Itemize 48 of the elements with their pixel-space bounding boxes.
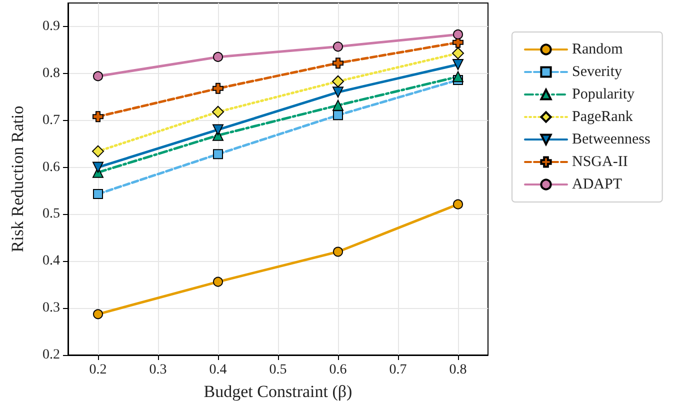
point bbox=[212, 82, 224, 94]
x-tick-label: 0.8 bbox=[449, 362, 467, 378]
y-axis-title: Risk Reduction Ratio bbox=[8, 106, 27, 252]
legend-label: Severity bbox=[572, 64, 622, 80]
legend-label: Betweenness bbox=[572, 132, 650, 148]
point bbox=[93, 71, 103, 82]
point bbox=[213, 52, 223, 62]
x-axis-title: Budget Constraint (β) bbox=[204, 382, 352, 401]
x-tick-label: 0.2 bbox=[89, 362, 107, 378]
point bbox=[212, 106, 224, 118]
x-tick-label: 0.6 bbox=[329, 362, 347, 378]
point bbox=[452, 71, 464, 82]
point bbox=[452, 58, 464, 70]
point bbox=[453, 199, 463, 210]
x-tick-label: 0.4 bbox=[209, 362, 227, 378]
point bbox=[452, 47, 464, 60]
y-tick-label: 0.8 bbox=[42, 66, 60, 81]
point bbox=[453, 29, 463, 40]
y-tick-label: 0.9 bbox=[42, 18, 60, 34]
legend-label: Random bbox=[572, 42, 624, 58]
legend-label: Popularity bbox=[572, 86, 635, 102]
point bbox=[92, 145, 104, 158]
point bbox=[332, 86, 344, 98]
y-tick-label: 0.7 bbox=[42, 112, 60, 128]
y-tick-label: 0.6 bbox=[42, 160, 60, 175]
point bbox=[212, 124, 224, 136]
point bbox=[333, 110, 343, 120]
y-tick-label: 0.4 bbox=[42, 254, 60, 269]
point bbox=[92, 162, 104, 173]
y-tick-label: 0.5 bbox=[42, 206, 60, 222]
point bbox=[333, 246, 343, 257]
legend-label: PageRank bbox=[572, 109, 634, 125]
point bbox=[92, 111, 104, 122]
point bbox=[93, 189, 103, 200]
x-tick-label: 0.7 bbox=[389, 362, 407, 378]
x-tick-label: 0.3 bbox=[149, 362, 167, 378]
point bbox=[332, 58, 344, 69]
point bbox=[332, 75, 344, 88]
x-tick-label: 0.5 bbox=[269, 362, 287, 378]
y-tick-label: 0.2 bbox=[42, 348, 60, 362]
y-tick-label: 0.3 bbox=[42, 300, 60, 316]
point bbox=[333, 42, 343, 52]
point bbox=[213, 276, 223, 287]
legend-label: ADAPT bbox=[572, 176, 622, 192]
point bbox=[93, 309, 103, 320]
point bbox=[332, 100, 344, 111]
point bbox=[213, 149, 223, 160]
legend-label: NSGA-II bbox=[572, 154, 628, 170]
